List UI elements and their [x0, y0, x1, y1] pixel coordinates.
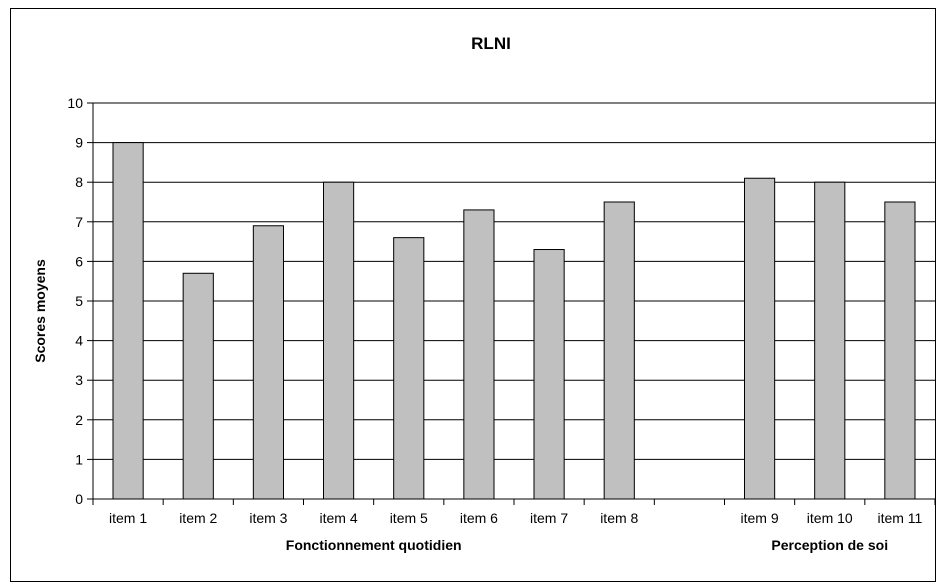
x-tick-label-5: item 6	[460, 510, 498, 526]
x-tick-label-10: item 10	[807, 510, 853, 526]
gridlines	[93, 102, 935, 460]
bar-item 2	[182, 272, 214, 500]
bar-item 6	[463, 209, 495, 500]
bar-item 8	[603, 201, 635, 500]
axes	[87, 102, 935, 505]
y-tick-label-10: 10	[67, 95, 83, 111]
chart-title: RLNI	[471, 34, 511, 53]
y-axis-label: Scores moyens	[32, 259, 48, 363]
bar-item 10	[814, 181, 846, 500]
bar-item 5	[393, 237, 425, 500]
y-tick-label-5: 5	[75, 293, 83, 309]
bar-item 9	[743, 177, 776, 500]
y-tick-label-9: 9	[75, 135, 83, 151]
bar-item 4	[322, 181, 355, 500]
x-tick-labels: item 1 item 2 item 3 item 4 item 5 item 6 item…	[109, 510, 923, 526]
y-tick-label-6: 6	[75, 253, 83, 269]
bar-item 3	[252, 225, 285, 500]
y-tick-label-2: 2	[75, 412, 83, 428]
x-tick-label-7: item 8	[600, 510, 638, 526]
bar-item 7	[533, 249, 565, 500]
y-tick-label-1: 1	[75, 451, 83, 467]
x-tick-label-2: item 3	[249, 510, 287, 526]
group-label-1: Perception de soi	[771, 537, 888, 553]
x-tick-label-6: item 7	[530, 510, 568, 526]
bar-item 11	[884, 201, 916, 500]
y-tick-labels: 0 1 2 3 4 5 6 7 8 9 10	[67, 95, 83, 507]
x-tick-label-0: item 1	[109, 510, 147, 526]
y-tick-label-8: 8	[75, 174, 83, 190]
x-tick-label-1: item 2	[179, 510, 217, 526]
x-tick-label-4: item 5	[390, 510, 428, 526]
y-tick-label-4: 4	[75, 333, 83, 349]
group-label-0: Fonctionnement quotidien	[286, 537, 462, 553]
y-tick-label-3: 3	[75, 372, 83, 388]
y-tick-label-7: 7	[75, 214, 83, 230]
group-labels: Fonctionnement quotidien Perception de so…	[286, 537, 888, 553]
x-tick-label-11: item 11	[877, 510, 922, 526]
x-tick-label-9: item 9	[741, 510, 779, 526]
y-tick-label-0: 0	[75, 491, 83, 507]
chart-frame: RLNI Scores moyens 0 1 2 3 4 5 6 7 8 9 10 item 1 it…	[10, 8, 936, 582]
bar-item 1	[112, 142, 144, 500]
x-tick-label-3: item 4	[320, 510, 358, 526]
bars	[112, 142, 916, 500]
